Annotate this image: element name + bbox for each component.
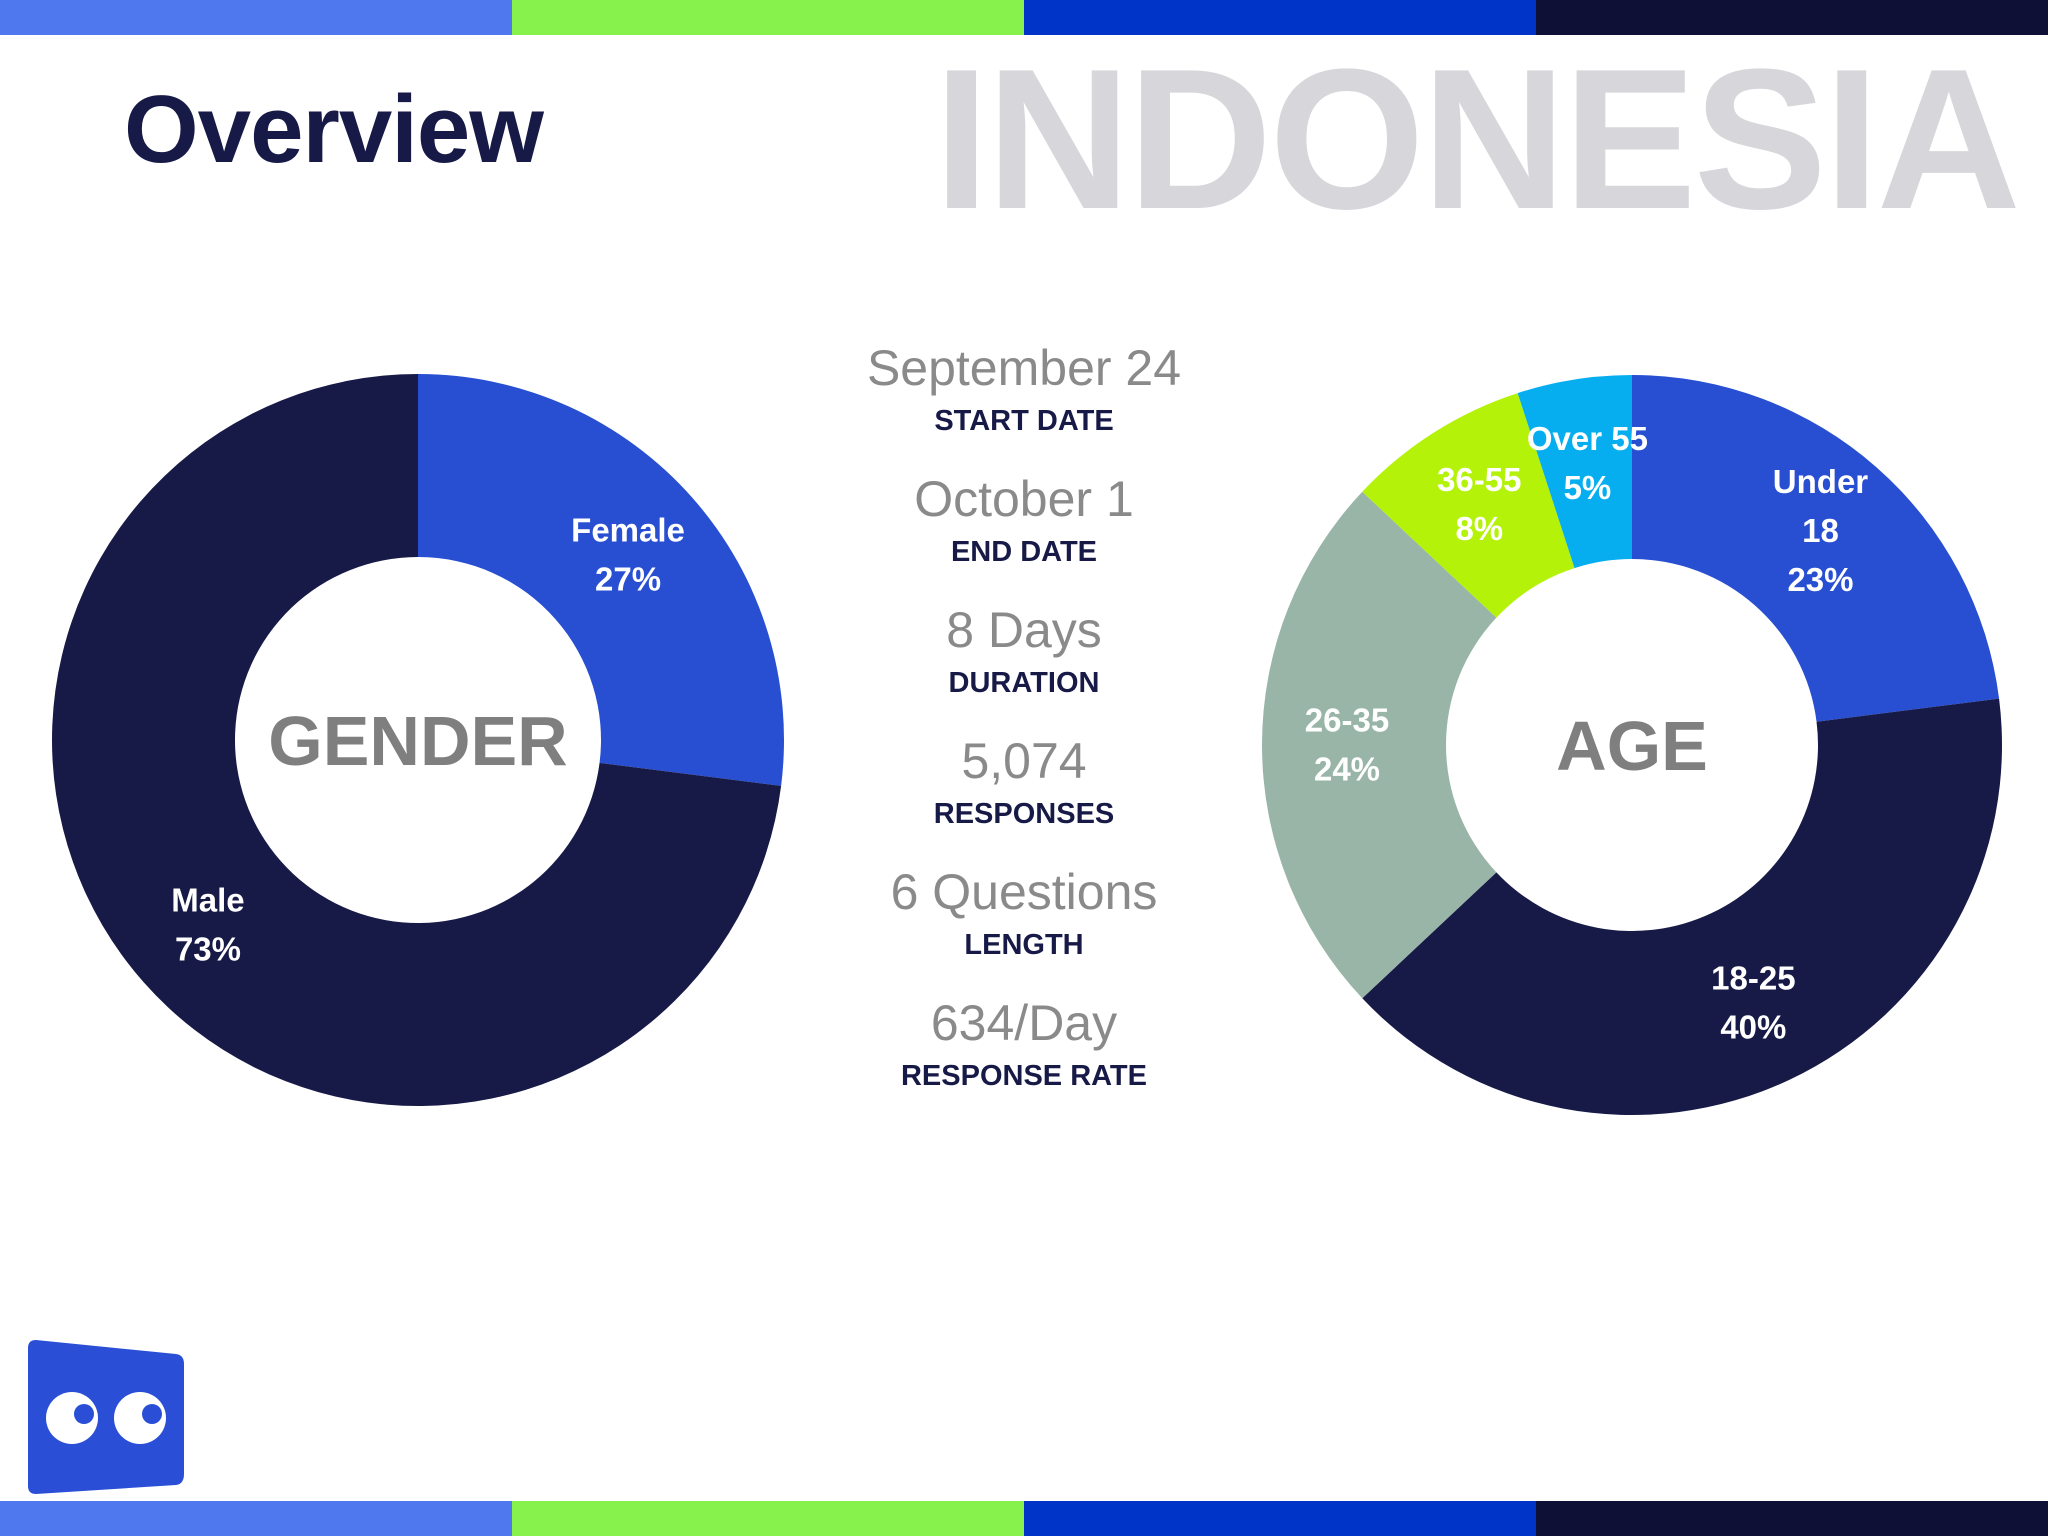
stripe-segment-3	[1024, 1501, 1536, 1536]
stat-label: RESPONSE RATE	[900, 1060, 1147, 1092]
bottom-color-stripe	[0, 1501, 2048, 1536]
stat-label: END DATE	[950, 536, 1098, 568]
top-color-stripe	[0, 0, 2048, 35]
country-watermark: INDONESIA	[933, 28, 2021, 251]
slice-label: Male 73%	[171, 882, 244, 968]
stripe-segment-1	[0, 0, 512, 35]
donut-slice-26-35	[1262, 491, 1497, 999]
donut-slice-over-55	[1517, 375, 1632, 569]
stat-label: START DATE	[934, 405, 1114, 437]
slice-label: Over 55 5%	[1527, 420, 1648, 506]
donut-slice-female	[418, 374, 784, 786]
stat-duration: 8 Days DURATION	[824, 597, 1224, 728]
slice-label: 26-35 24%	[1305, 702, 1389, 788]
stat-label: DURATION	[948, 667, 1100, 699]
slice-label: Female 27%	[571, 511, 685, 597]
slice-label: Under 18 23%	[1773, 463, 1869, 598]
slice-label: 18-25 40%	[1711, 959, 1795, 1045]
gender-donut-chart: Female 27% Male 73% GENDER	[52, 374, 784, 1106]
stat-start-date: September 24 START DATE	[824, 335, 1224, 466]
donut-slice-36-55	[1362, 393, 1575, 618]
stripe-segment-3	[1024, 0, 1536, 35]
slice-label: 36-55 8%	[1437, 461, 1521, 547]
stripe-segment-2	[512, 0, 1024, 35]
page-title: Overview	[124, 76, 544, 183]
stripe-segment-1	[0, 1501, 512, 1536]
survey-stats: September 24 START DATE October 1 END DA…	[824, 335, 1224, 1121]
age-donut-chart: Under 18 23% 18-25 40% 26-35 24% 36-55 8%Over 55…	[1262, 375, 2002, 1115]
stat-end-date: October 1 END DATE	[824, 466, 1224, 597]
stat-response-rate: 634/Day RESPONSE RATE	[824, 990, 1224, 1121]
donut-slice-male	[52, 374, 782, 1106]
stripe-segment-4	[1536, 1501, 2048, 1536]
donut-center-label: AGE	[1556, 707, 1708, 785]
stat-label: LENGTH	[964, 929, 1084, 961]
stat-value: September 24	[866, 340, 1182, 396]
eyes-logo-icon	[28, 1340, 184, 1494]
stat-value: 6 Questions	[890, 864, 1158, 920]
stat-length: 6 Questions LENGTH	[824, 859, 1224, 990]
stripe-segment-2	[512, 1501, 1024, 1536]
donut-slice-under-18	[1632, 375, 2000, 722]
donut-center-label: GENDER	[268, 702, 567, 780]
stripe-segment-4	[1536, 0, 2048, 35]
stat-value: October 1	[914, 471, 1134, 527]
stat-value: 634/Day	[930, 995, 1118, 1051]
stat-responses: 5,074 RESPONSES	[824, 728, 1224, 859]
donut-slice-18-25	[1362, 698, 2002, 1115]
stat-value: 8 Days	[946, 602, 1102, 658]
stat-value: 5,074	[961, 733, 1087, 789]
stat-label: RESPONSES	[933, 798, 1115, 830]
